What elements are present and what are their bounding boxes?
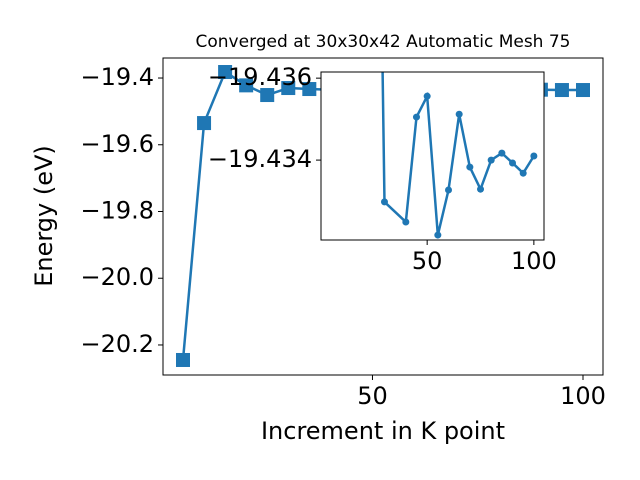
marker	[530, 152, 538, 160]
x-tick-label: 100	[511, 247, 557, 275]
marker	[197, 116, 212, 131]
marker	[487, 156, 495, 164]
marker	[509, 159, 517, 167]
marker	[302, 82, 317, 97]
axes-frame	[162, 57, 604, 376]
marker	[434, 231, 442, 239]
marker	[260, 88, 275, 103]
marker	[281, 81, 296, 96]
marker	[176, 352, 190, 367]
marker	[498, 149, 506, 157]
plot-area	[380, 72, 538, 239]
y-tick-label: −19.6	[80, 130, 154, 158]
y-tick-label: −19.4	[80, 63, 154, 91]
y-axis-label: Energy (eV)	[30, 145, 58, 287]
x-axis-label: Increment in K point	[261, 417, 505, 445]
x-tick-label: 50	[357, 382, 388, 410]
marker	[554, 83, 569, 98]
marker	[519, 169, 527, 177]
axes-frame	[320, 71, 545, 241]
marker	[218, 65, 233, 80]
marker	[380, 198, 388, 206]
y-tick-label: −19.436	[208, 63, 312, 91]
x-tick-label: 50	[412, 247, 443, 275]
marker	[412, 113, 420, 121]
marker	[477, 185, 485, 193]
marker	[239, 78, 254, 93]
y-tick-label: −20.0	[80, 263, 154, 291]
marker	[466, 163, 474, 171]
chart-title: Converged at 30x30x42 Automatic Mesh 75	[196, 32, 571, 52]
marker	[455, 110, 463, 118]
y-tick-label: −20.2	[80, 330, 154, 358]
y-tick-label: −19.8	[80, 196, 154, 224]
x-tick-label: 100	[560, 382, 606, 410]
marker	[445, 186, 453, 194]
marker	[402, 218, 410, 226]
y-tick-label: −19.434	[208, 145, 312, 173]
marker	[576, 83, 590, 98]
marker	[423, 92, 431, 100]
